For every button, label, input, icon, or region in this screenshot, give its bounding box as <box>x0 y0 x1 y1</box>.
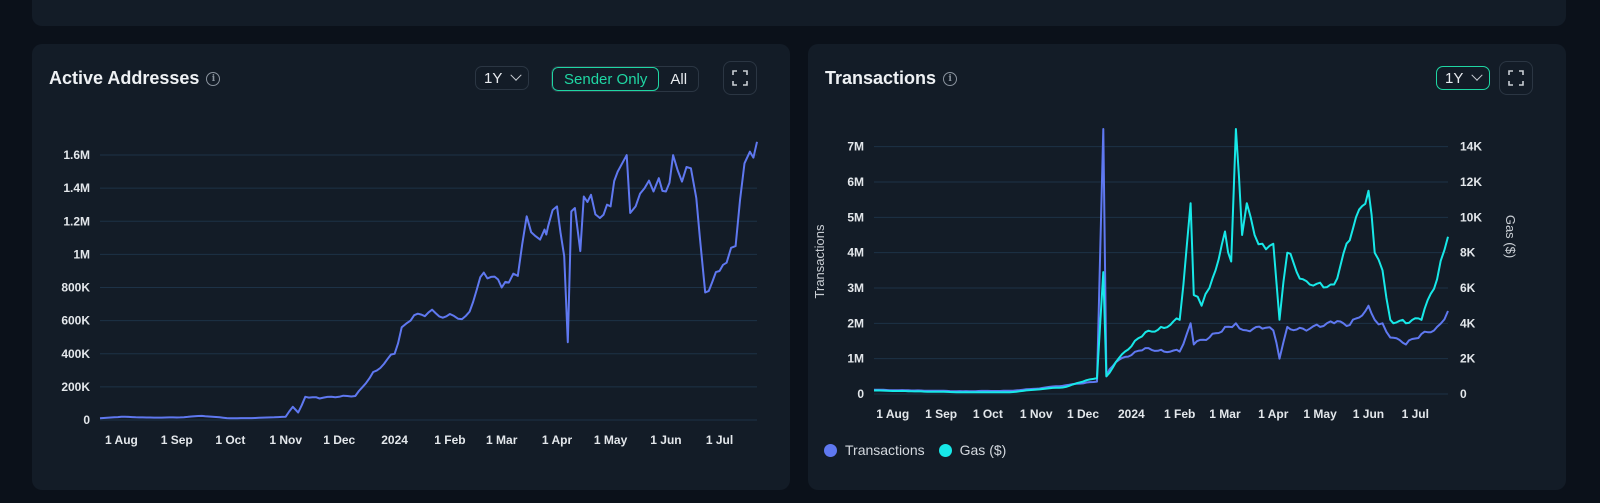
legend-item-gas[interactable]: Gas ($) <box>938 442 1007 458</box>
svg-text:8K: 8K <box>1460 246 1476 260</box>
svg-text:1.4M: 1.4M <box>63 181 90 195</box>
svg-text:1 Feb: 1 Feb <box>1164 407 1195 421</box>
active-addresses-chart: 0 200K 400K 600K 800K 1M 1.2M 1.4M 1.6M 1 Aug 1 Se… <box>61 141 758 447</box>
svg-text:1 Jul: 1 Jul <box>1402 407 1429 421</box>
svg-text:600K: 600K <box>61 314 90 328</box>
active-addresses-card: Active Addresses i 1Y Sender Only All 0 2… <box>32 44 790 490</box>
expand-icon <box>1508 70 1524 86</box>
range-dropdown[interactable]: 1Y <box>475 66 530 90</box>
svg-text:1 Sep: 1 Sep <box>161 433 193 447</box>
svg-text:1 Aug: 1 Aug <box>105 433 138 447</box>
svg-text:1 Aug: 1 Aug <box>876 407 909 421</box>
svg-text:1 Dec: 1 Dec <box>1067 407 1099 421</box>
svg-text:1.2M: 1.2M <box>63 214 90 228</box>
svg-text:1 Oct: 1 Oct <box>215 433 245 447</box>
svg-text:1 Mar: 1 Mar <box>486 433 518 447</box>
svg-text:1 Jun: 1 Jun <box>1353 407 1384 421</box>
svg-text:1 May: 1 May <box>1303 407 1337 421</box>
svg-text:7M: 7M <box>847 140 864 154</box>
card-title: Active Addresses <box>49 68 200 88</box>
expand-button[interactable] <box>1499 61 1533 95</box>
svg-text:2024: 2024 <box>1118 407 1145 421</box>
svg-text:12K: 12K <box>1460 175 1482 189</box>
legend-dot-icon <box>938 443 952 457</box>
top-card <box>32 0 1566 26</box>
range-value: 1Y <box>1445 69 1464 87</box>
svg-text:0: 0 <box>83 413 90 427</box>
svg-text:1 May: 1 May <box>594 433 628 447</box>
svg-text:4K: 4K <box>1460 316 1476 330</box>
svg-text:1 Nov: 1 Nov <box>1020 407 1053 421</box>
all-button[interactable]: All <box>670 70 688 88</box>
svg-text:10K: 10K <box>1460 210 1482 224</box>
expand-icon <box>732 70 748 86</box>
svg-text:1 Feb: 1 Feb <box>434 433 465 447</box>
svg-text:1.6M: 1.6M <box>63 148 90 162</box>
svg-text:1 Apr: 1 Apr <box>1258 407 1289 421</box>
svg-text:1 Dec: 1 Dec <box>323 433 355 447</box>
expand-button[interactable] <box>723 61 757 95</box>
transactions-chart: 0 1M 2M 3M 4M 5M 6M 7M 0 2K 4K 6K 8K 10K 12K 14K 1 Aug 1 … <box>812 128 1518 421</box>
info-icon[interactable]: i <box>943 71 958 86</box>
svg-text:1 Jul: 1 Jul <box>706 433 733 447</box>
sender-filter-toggle: Sender Only All <box>551 66 700 92</box>
svg-text:2M: 2M <box>847 316 864 330</box>
legend-item-transactions[interactable]: Transactions <box>824 442 925 458</box>
svg-text:800K: 800K <box>61 281 90 295</box>
svg-text:1M: 1M <box>73 247 90 261</box>
svg-text:1 Jun: 1 Jun <box>650 433 681 447</box>
svg-text:1 Apr: 1 Apr <box>542 433 573 447</box>
svg-text:3M: 3M <box>847 281 864 295</box>
legend-dot-icon <box>824 443 837 457</box>
svg-text:400K: 400K <box>61 347 90 361</box>
svg-text:4M: 4M <box>847 246 864 260</box>
svg-text:1 Mar: 1 Mar <box>1209 407 1241 421</box>
range-dropdown[interactable]: 1Y <box>1436 66 1491 90</box>
info-icon[interactable]: i <box>206 71 221 86</box>
transactions-card: Transactions i 1Y 0 1M 2M 3M 4M 5M 6M 7M 0 2K 4K 6K… <box>808 44 1566 490</box>
legend-label: Gas ($) <box>959 442 1007 458</box>
svg-text:14K: 14K <box>1460 140 1482 154</box>
svg-text:1 Oct: 1 Oct <box>973 407 1003 421</box>
svg-text:Gas ($): Gas ($) <box>1503 215 1518 258</box>
svg-text:1 Nov: 1 Nov <box>269 433 302 447</box>
card-title: Transactions <box>825 68 937 88</box>
svg-text:0: 0 <box>857 387 864 401</box>
svg-text:5M: 5M <box>847 210 864 224</box>
svg-text:6K: 6K <box>1460 281 1476 295</box>
chart-legend: Transactions Gas ($) <box>824 442 1006 458</box>
svg-text:2024: 2024 <box>381 433 408 447</box>
sender-only-button[interactable]: Sender Only <box>552 67 660 91</box>
svg-text:Transactions: Transactions <box>812 224 827 298</box>
transactions-title-row: Transactions i <box>825 68 958 89</box>
svg-text:1M: 1M <box>847 352 864 366</box>
active-addresses-title-row: Active Addresses i <box>49 68 221 89</box>
svg-text:2K: 2K <box>1460 352 1476 366</box>
svg-text:6M: 6M <box>847 175 864 189</box>
svg-text:1 Sep: 1 Sep <box>925 407 957 421</box>
range-value: 1Y <box>484 69 503 87</box>
legend-label: Transactions <box>845 442 925 458</box>
svg-text:0: 0 <box>1460 387 1467 401</box>
svg-text:200K: 200K <box>61 380 90 394</box>
